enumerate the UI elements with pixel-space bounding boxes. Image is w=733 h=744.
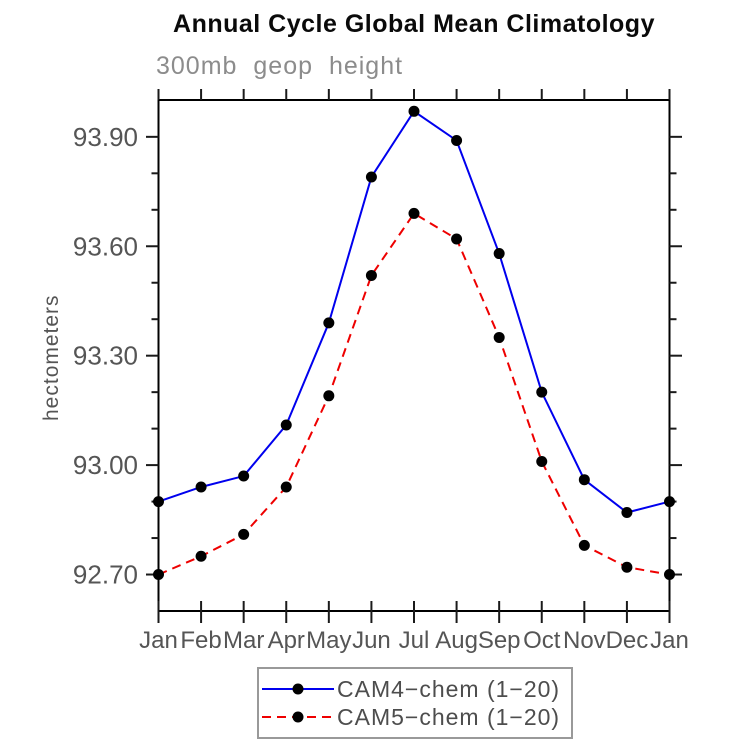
data-point-marker: [536, 455, 548, 467]
series-line-1: [158, 212, 670, 576]
legend-box: [257, 667, 573, 739]
data-point-marker: [578, 474, 590, 486]
data-point-marker: [238, 470, 250, 482]
data-point-marker: [664, 569, 675, 581]
data-point-marker: [408, 207, 420, 219]
data-point-marker: [664, 496, 675, 508]
legend-label: CAM5−chem (1−20): [337, 704, 560, 730]
x-tick-label: Apr: [268, 627, 305, 654]
x-tick-label: Jul: [399, 627, 430, 654]
data-point-marker: [280, 419, 292, 431]
data-point-marker: [195, 481, 207, 493]
x-tick-label: Jun: [352, 627, 391, 654]
data-point-marker: [238, 528, 250, 540]
data-point-marker: [408, 105, 420, 117]
data-point-marker: [621, 561, 633, 573]
x-tick-label: Feb: [180, 627, 221, 654]
plot-frame: [157, 99, 671, 612]
x-tick-label: May: [306, 627, 351, 654]
x-tick-label: Aug: [435, 627, 478, 654]
data-point-marker: [323, 390, 335, 402]
data-point-marker: [451, 233, 463, 245]
data-point-marker: [153, 496, 164, 508]
x-tick-label: Nov: [563, 627, 606, 654]
x-tick-label: Dec: [606, 627, 649, 654]
data-point-marker: [578, 539, 590, 551]
y-tick-label: 92.70: [73, 560, 138, 590]
y-tick-label: 93.00: [73, 450, 138, 480]
data-point-marker: [365, 171, 377, 183]
x-tick-label: Jan: [650, 627, 689, 654]
x-tick-label: Sep: [478, 627, 521, 654]
data-point-marker: [153, 569, 164, 581]
y-tick-label: 93.90: [73, 122, 138, 152]
chart-subtitle: 300mb geop height: [156, 52, 404, 80]
legend-label: CAM4−chem (1−20): [337, 676, 560, 702]
series-line-0: [158, 109, 670, 514]
data-point-marker: [536, 386, 548, 398]
x-tick-label: Mar: [223, 627, 264, 654]
data-point-marker: [323, 317, 335, 329]
y-tick-label: 93.30: [73, 341, 138, 371]
legend-marker: [292, 711, 304, 723]
chart-title: Annual Cycle Global Mean Climatology: [173, 10, 655, 38]
data-point-marker: [493, 248, 505, 260]
data-point-marker: [280, 481, 292, 493]
data-point-marker: [621, 507, 633, 519]
x-tick-label: Jan: [139, 627, 178, 654]
data-point-marker: [195, 550, 207, 562]
legend-marker: [292, 683, 304, 695]
data-point-marker: [365, 269, 377, 281]
data-point-marker: [493, 331, 505, 343]
y-tick-label: 93.60: [73, 231, 138, 261]
data-point-marker: [451, 134, 463, 146]
x-tick-label: Oct: [523, 627, 561, 654]
